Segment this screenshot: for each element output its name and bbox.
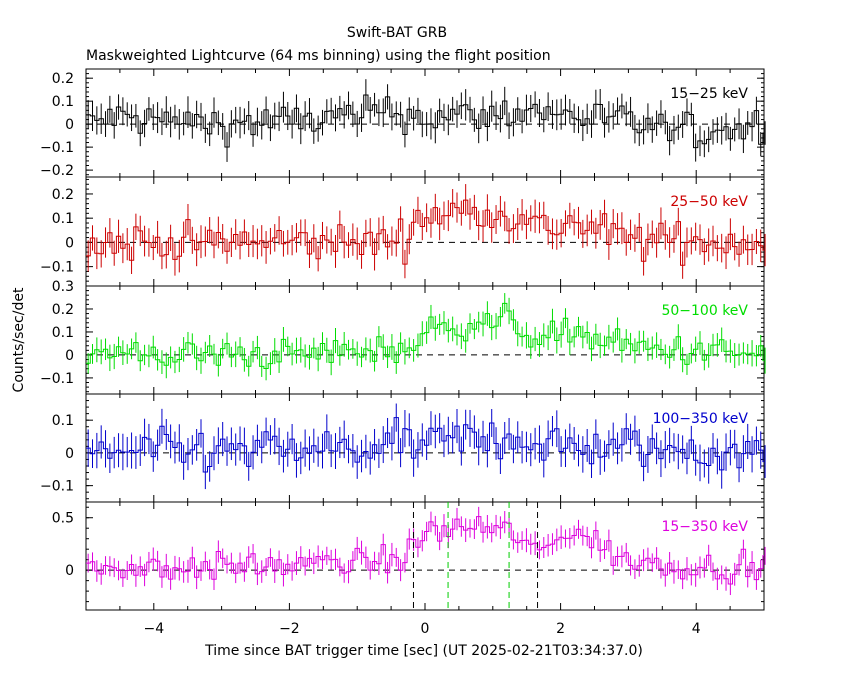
chart-title: Swift-BAT GRB	[347, 25, 447, 41]
x-tick-label: −4	[143, 621, 164, 637]
panels-group: −0.2 −0.1 0 0.1 0.2 15−25 keV −0.1 0 0.1 0.2 25−50…	[40, 68, 766, 637]
y-tick-label: 0.1	[52, 94, 74, 110]
series-line	[86, 94, 764, 149]
chart-subtitle: Maskweighted Lightcurve (64 ms binning) …	[86, 48, 551, 64]
y-tick-label: 0.5	[52, 511, 74, 527]
y-tick-label: 0	[65, 563, 74, 579]
y-axis-title: Counts/sec/det	[11, 287, 27, 392]
y-tick-label: 0.2	[52, 71, 74, 87]
y-tick-label: 0.3	[52, 279, 74, 295]
band-label: 15−25 keV	[670, 86, 748, 102]
y-tick-label: 0	[65, 117, 74, 133]
y-tick-label: 0.1	[52, 325, 74, 341]
x-axis-title: Time since BAT trigger time [sec] (UT 20…	[204, 643, 643, 659]
y-tick-label: −0.1	[40, 371, 74, 387]
y-tick-label: 0.2	[52, 187, 74, 203]
y-tick-label: 0	[65, 446, 74, 462]
y-tick-label: 0.1	[52, 413, 74, 429]
x-tick-label: 4	[692, 621, 701, 637]
x-tick-label: 2	[556, 621, 565, 637]
band-label: 50−100 keV	[661, 303, 748, 319]
x-tick-label: 0	[421, 621, 430, 637]
y-tick-label: −0.1	[40, 479, 74, 495]
y-tick-label: −0.1	[40, 140, 74, 156]
series-line	[86, 199, 764, 266]
y-tick-label: −0.2	[40, 163, 74, 179]
band-label: 25−50 keV	[670, 194, 748, 210]
series-line	[86, 302, 764, 369]
series-line	[86, 516, 764, 585]
x-tick-label: −2	[279, 621, 300, 637]
band-label: 15−350 keV	[661, 519, 748, 535]
y-tick-label: 0	[65, 235, 74, 251]
band-label: 100−350 keV	[653, 411, 749, 427]
y-tick-label: 0.2	[52, 302, 74, 318]
y-tick-label: 0	[65, 348, 74, 364]
series-line	[86, 417, 764, 473]
y-tick-label: 0.1	[52, 211, 74, 227]
y-tick-label: −0.1	[40, 260, 74, 276]
